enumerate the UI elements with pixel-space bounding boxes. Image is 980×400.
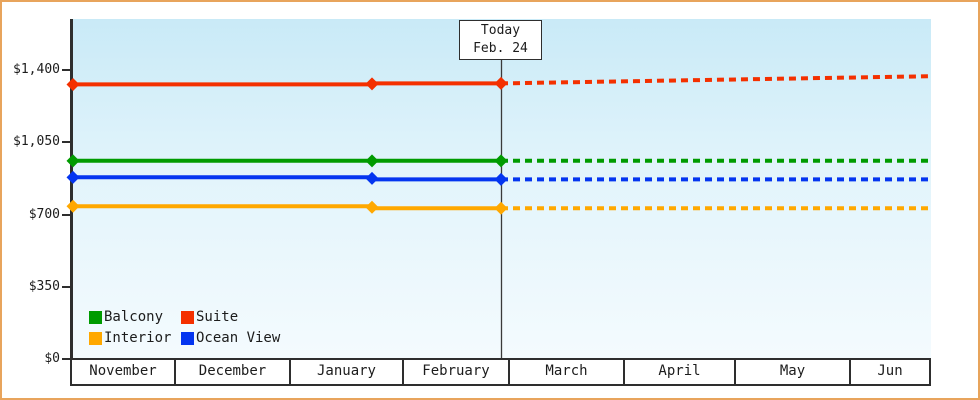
today-label: Today bbox=[480, 23, 521, 38]
today-date: Feb. 24 bbox=[473, 41, 528, 56]
legend: Balcony Suite Interior Ocean View bbox=[89, 310, 280, 345]
x-axis-month-row: November December January February March Apri… bbox=[70, 358, 931, 386]
y-axis-tick-label: $700 bbox=[28, 206, 60, 222]
legend-swatch-icon bbox=[181, 310, 194, 324]
month-cell-may: May bbox=[736, 360, 851, 384]
y-axis-tick-label: $0 bbox=[44, 351, 60, 366]
legend-item-balcony: Balcony bbox=[89, 310, 181, 324]
month-cell-december: December bbox=[176, 360, 291, 384]
month-cell-jun: Jun bbox=[877, 363, 903, 379]
legend-swatch-icon bbox=[89, 310, 102, 324]
y-axis-tick-label: $1,400 bbox=[13, 62, 60, 77]
month-cell-november: November bbox=[72, 360, 176, 384]
y-axis-tick-label: $350 bbox=[28, 278, 60, 294]
legend-label: Balcony bbox=[104, 309, 164, 325]
today-annotation-box: Today Feb. 24 bbox=[459, 20, 542, 60]
legend-label: Interior bbox=[104, 330, 172, 346]
legend-label: Ocean View bbox=[196, 330, 281, 346]
legend-item-suite: Suite bbox=[181, 310, 280, 324]
month-cell-april: April bbox=[625, 360, 736, 384]
y-axis-tick-mark bbox=[62, 358, 71, 360]
legend-item-interior: Interior bbox=[89, 331, 181, 345]
y-axis-line bbox=[70, 19, 73, 360]
y-axis-tick-mark bbox=[62, 213, 71, 216]
y-axis-tick-mark bbox=[62, 285, 71, 288]
month-cell-february: February bbox=[404, 360, 510, 384]
legend-swatch-icon bbox=[89, 331, 102, 345]
legend-label: Suite bbox=[196, 309, 239, 325]
legend-item-ocean-view: Ocean View bbox=[181, 331, 280, 345]
y-axis-tick-mark bbox=[62, 141, 71, 144]
y-axis-tick-mark bbox=[62, 69, 71, 71]
month-cell-march: March bbox=[510, 360, 625, 384]
month-cell-january: January bbox=[291, 360, 404, 384]
plot-area bbox=[73, 19, 931, 358]
legend-swatch-icon bbox=[181, 331, 194, 345]
y-axis-tick-label: $1,050 bbox=[13, 134, 60, 150]
